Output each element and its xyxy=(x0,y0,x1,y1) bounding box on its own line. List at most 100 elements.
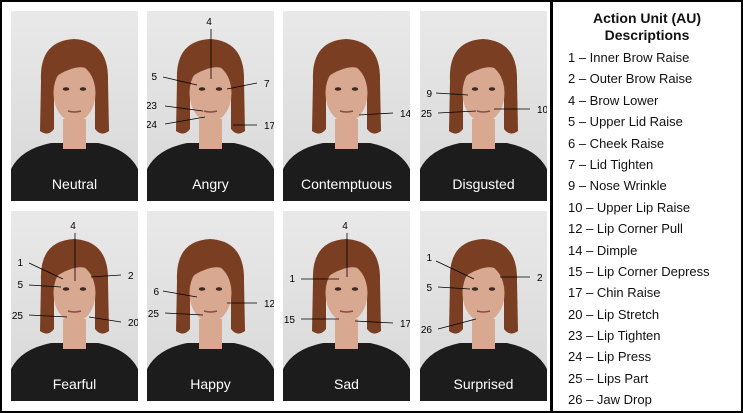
au-pointer-line xyxy=(164,116,206,125)
au-number: 2 xyxy=(128,271,134,282)
shirt xyxy=(147,343,274,401)
mouth xyxy=(339,310,354,313)
au-number: 6 xyxy=(153,287,159,298)
face-panel: 9 25 10 Disgusted xyxy=(420,11,547,201)
au-pointer-line xyxy=(226,82,258,90)
neck xyxy=(199,319,222,349)
shirt xyxy=(11,143,138,201)
mouth xyxy=(67,110,82,113)
fringe xyxy=(460,251,508,281)
au-pointer-line xyxy=(358,112,394,116)
face xyxy=(462,64,505,122)
au-pointer-line xyxy=(437,110,477,114)
legend-item: 12 – Lip Corner Pull xyxy=(568,221,683,237)
shirt xyxy=(283,343,410,401)
mouth xyxy=(203,110,218,113)
legend-title-line1: Action Unit (AU) xyxy=(592,10,702,26)
face-panel: 6 12 25 Happy xyxy=(147,211,274,401)
right-eye xyxy=(488,287,496,291)
fringe xyxy=(51,51,99,81)
legend-list: 1 – Inner Brow Raise 2 – Outer Brow Raise… xyxy=(553,47,741,411)
left-eye xyxy=(471,87,479,91)
au-number: 10 xyxy=(537,105,547,116)
au-pointer-line xyxy=(435,260,475,280)
face xyxy=(325,264,368,322)
legend-item: 4 – Brow Lower xyxy=(568,92,659,108)
shirt xyxy=(11,343,138,401)
left-eye xyxy=(471,287,479,291)
face xyxy=(189,264,232,322)
right-eye xyxy=(79,87,87,91)
au-number: 4 xyxy=(70,221,76,232)
emotion-label: Disgusted xyxy=(452,176,515,192)
legend-item: 1 – Inner Brow Raise xyxy=(568,50,690,65)
au-pointer-line xyxy=(435,92,469,96)
legend-item: 25 – Lips Part xyxy=(568,370,649,386)
emotion-label: Surprised xyxy=(453,376,514,392)
au-pointer-line xyxy=(162,76,198,86)
au-number: 1 xyxy=(426,253,432,264)
mouth xyxy=(67,310,82,313)
au-pointer-line xyxy=(437,286,471,290)
face xyxy=(53,264,96,322)
face-panel: 1 2 5 26 Surprised xyxy=(420,211,547,401)
right-eye xyxy=(215,287,223,291)
emotion-label: Neutral xyxy=(51,176,98,192)
legend-item: 5 – Upper Lid Raise xyxy=(568,114,683,130)
left-eye xyxy=(334,287,342,291)
neck xyxy=(63,119,86,149)
au-number: 2 xyxy=(537,273,543,284)
shirt xyxy=(283,143,410,201)
au-pointer-line xyxy=(164,105,204,112)
shirt xyxy=(420,143,547,201)
fringe xyxy=(323,51,371,81)
au-number: 25 xyxy=(421,109,433,120)
neck xyxy=(472,319,495,349)
legend-item: 7 – Lid Tighten xyxy=(568,156,654,172)
au-pointer-line xyxy=(28,314,68,318)
au-number: 14 xyxy=(400,109,410,120)
au-number: 5 xyxy=(17,280,23,291)
face xyxy=(53,64,96,122)
neck xyxy=(335,319,358,349)
emotion-label: Fearful xyxy=(52,376,97,392)
fringe xyxy=(460,51,508,81)
left-eye xyxy=(62,87,70,91)
au-pointer-line xyxy=(437,318,477,330)
au-number: 26 xyxy=(421,325,433,336)
legend-item: 26 – Jaw Drop xyxy=(568,392,652,408)
face-panel: 4 1 15 17 Sad xyxy=(283,211,410,401)
au-pointer-line xyxy=(28,284,62,288)
mouth xyxy=(203,310,218,313)
au-number: 5 xyxy=(151,72,157,83)
right-eye xyxy=(79,287,87,291)
neck xyxy=(199,119,222,149)
au-number: 4 xyxy=(206,17,212,28)
au-pointer-line xyxy=(354,320,394,324)
divider xyxy=(550,2,553,411)
left-eye xyxy=(198,287,206,291)
au-number: 25 xyxy=(148,309,160,320)
emotion-label: Contemptuous xyxy=(300,176,393,192)
au-number: 5 xyxy=(426,283,432,294)
emotion-label: Happy xyxy=(190,376,231,392)
left-eye xyxy=(334,87,342,91)
right-eye xyxy=(488,87,496,91)
left-eye xyxy=(198,87,206,91)
legend-item: 17 – Chin Raise xyxy=(568,285,661,301)
legend-item: 14 – Dimple xyxy=(568,242,638,258)
face-panel: 41252520Fearful xyxy=(11,211,138,401)
au-pointer-line xyxy=(90,274,122,278)
right-eye xyxy=(351,87,359,91)
legend-title: Action Unit (AU) Descriptions xyxy=(553,10,741,44)
au-number: 15 xyxy=(284,315,296,326)
left-eye xyxy=(62,287,70,291)
au-number: 1 xyxy=(17,258,23,269)
right-eye xyxy=(351,287,359,291)
au-number: 1 xyxy=(289,274,295,285)
au-number: 23 xyxy=(147,101,157,112)
right-eye xyxy=(215,87,223,91)
neck xyxy=(63,319,86,349)
au-number: 17 xyxy=(264,121,274,132)
